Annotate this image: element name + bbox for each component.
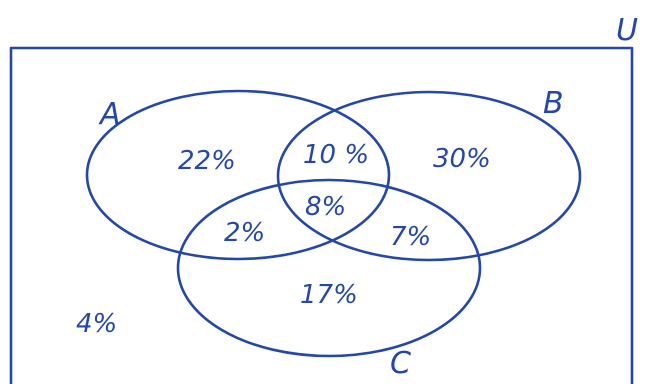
- region-c-only: 17%: [300, 280, 358, 310]
- set-a-ellipse: [85, 89, 391, 261]
- set-c-label: C: [390, 346, 411, 381]
- region-a-b-only: 10 %: [303, 140, 369, 170]
- set-b-label: B: [543, 86, 564, 121]
- universe-label: U: [616, 13, 638, 48]
- universe-box: [9, 46, 634, 384]
- region-b-c-only: 7%: [390, 222, 431, 252]
- region-a-c-only: 2%: [224, 218, 265, 248]
- region-a-only: 22%: [178, 146, 236, 176]
- region-outside: 4%: [76, 309, 117, 339]
- region-a-b-c: 8%: [305, 192, 346, 222]
- set-c-ellipse: [176, 178, 482, 358]
- region-b-only: 30%: [433, 144, 491, 174]
- set-a-label: A: [98, 97, 121, 132]
- set-b-ellipse: [276, 90, 582, 262]
